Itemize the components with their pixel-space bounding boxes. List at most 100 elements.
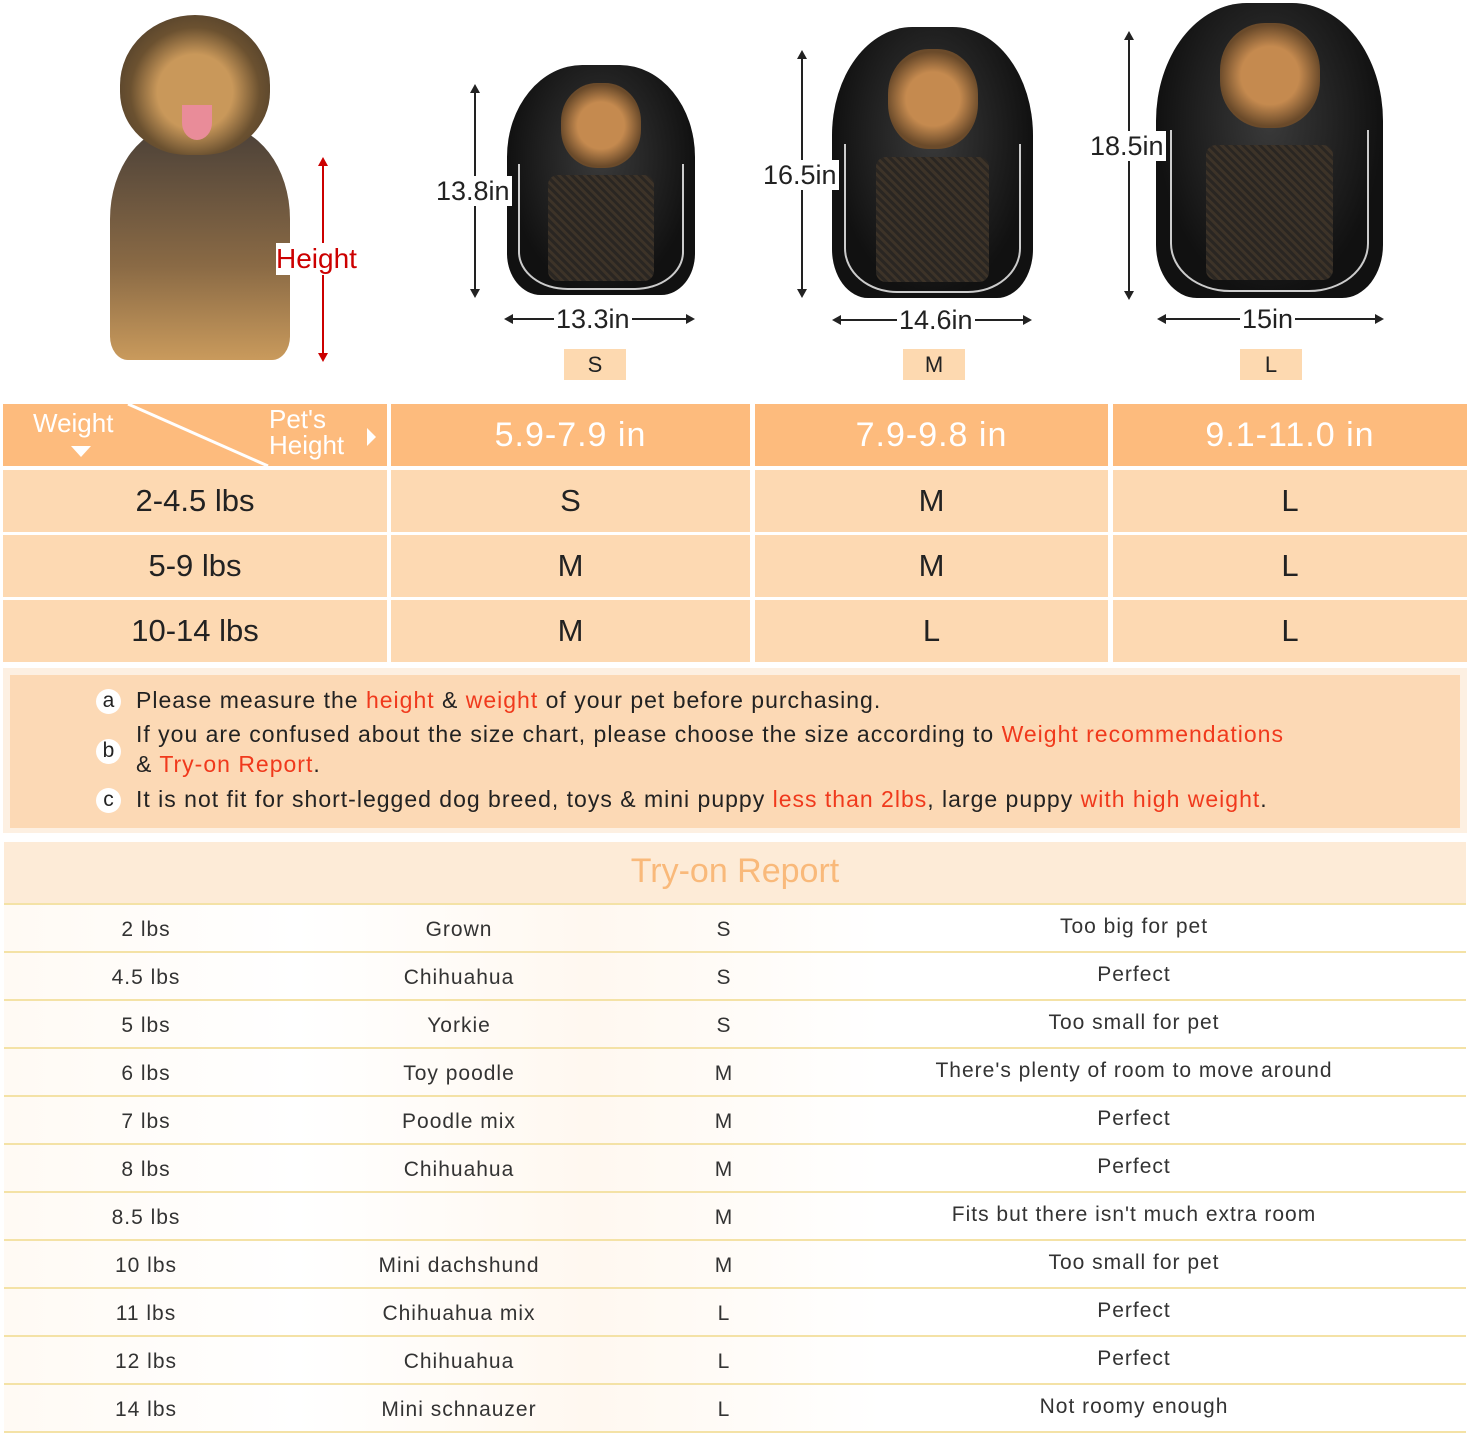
report-row: 2 lbs Grown S Too big for pet bbox=[4, 905, 1466, 953]
pet-weight: 7 lbs bbox=[121, 1110, 171, 1133]
weight-row-label: 10-14 lbs bbox=[3, 600, 387, 662]
backpack-m-photo bbox=[832, 27, 1033, 298]
size-cell: L bbox=[1113, 535, 1467, 597]
size-cell: M bbox=[755, 535, 1108, 597]
report-row: 6 lbs Toy poodle M There's plenty of room t… bbox=[4, 1049, 1466, 1097]
size-cell: S bbox=[391, 470, 750, 532]
notes-panel bbox=[10, 675, 1460, 828]
size: S bbox=[716, 966, 732, 989]
fit-result: Perfect bbox=[1097, 1347, 1171, 1370]
pet-weight: 6 lbs bbox=[121, 1062, 171, 1085]
divider bbox=[4, 903, 1466, 905]
pet-weight: 4.5 lbs bbox=[111, 966, 181, 989]
arrow-up-icon bbox=[797, 50, 807, 59]
pet-breed: Chihuahua mix bbox=[382, 1302, 536, 1325]
size: M bbox=[714, 1206, 734, 1229]
arrow-left-icon bbox=[832, 315, 841, 325]
height-dimension-line bbox=[1128, 37, 1130, 293]
pet-weight: 14 lbs bbox=[114, 1398, 178, 1421]
size-cell: M bbox=[755, 470, 1108, 532]
report-row: 7 lbs Poodle mix M Perfect bbox=[4, 1097, 1466, 1145]
note-b: If you are confused about the size chart… bbox=[136, 721, 1284, 777]
arrow-right-icon bbox=[686, 314, 695, 324]
width-dimension: 15in bbox=[1240, 304, 1296, 334]
size-cell: L bbox=[1113, 600, 1467, 662]
report-row: 12 lbs Chihuahua L Perfect bbox=[4, 1337, 1466, 1385]
pet-breed: Poodle mix bbox=[402, 1110, 516, 1133]
width-dimension: 13.3in bbox=[554, 304, 632, 334]
size: L bbox=[717, 1398, 731, 1421]
note-a: Please measure the height & weight of yo… bbox=[136, 687, 882, 713]
report-title: Try-on Report bbox=[4, 842, 1466, 904]
fit-result: Perfect bbox=[1097, 1155, 1171, 1178]
height-dimension: 18.5in bbox=[1088, 131, 1166, 161]
size: L bbox=[717, 1302, 731, 1325]
down-triangle-icon bbox=[71, 446, 91, 457]
pet-weight: 5 lbs bbox=[121, 1014, 171, 1037]
height-label: Height bbox=[276, 243, 357, 275]
weight-axis-label: Weight bbox=[33, 408, 114, 438]
report-row: 8 lbs Chihuahua M Perfect bbox=[4, 1145, 1466, 1193]
arrow-left-icon bbox=[1157, 314, 1166, 324]
size: M bbox=[714, 1110, 734, 1133]
pets-height-axis-label: Pet's Height bbox=[269, 404, 345, 460]
size-cell: L bbox=[755, 600, 1108, 662]
column-header: 5.9-7.9 in bbox=[391, 404, 750, 466]
note-c: It is not fit for short-legged dog breed… bbox=[136, 786, 1268, 812]
size: M bbox=[714, 1254, 734, 1277]
size-badge-m: M bbox=[903, 349, 965, 380]
note-marker: a bbox=[96, 689, 121, 714]
arrow-up-icon bbox=[1124, 31, 1134, 40]
fit-result: Not roomy enough bbox=[1039, 1395, 1229, 1418]
fit-result: Too small for pet bbox=[1048, 1011, 1220, 1034]
pet-weight: 11 lbs bbox=[115, 1302, 177, 1325]
pet-breed bbox=[304, 1193, 614, 1241]
arrow-down-icon bbox=[797, 289, 807, 298]
height-dimension: 13.8in bbox=[434, 176, 512, 206]
size: S bbox=[716, 918, 732, 941]
size: M bbox=[714, 1158, 734, 1181]
report-row: 11 lbs Chihuahua mix L Perfect bbox=[4, 1289, 1466, 1337]
size: L bbox=[717, 1350, 731, 1373]
height-dimension: 16.5in bbox=[761, 160, 839, 190]
pet-breed: Yorkie bbox=[427, 1014, 491, 1037]
table-corner-header: Weight Pet's Height bbox=[3, 404, 387, 466]
report-row: 14 lbs Mini schnauzer L Not roomy enough bbox=[4, 1385, 1466, 1433]
fit-result: There's plenty of room to move around bbox=[935, 1059, 1333, 1082]
pet-weight: 8 lbs bbox=[121, 1158, 171, 1181]
arrow-right-icon bbox=[1023, 315, 1032, 325]
fit-result: Too big for pet bbox=[1059, 915, 1209, 938]
fit-result: Perfect bbox=[1097, 1107, 1171, 1130]
report-row: 5 lbs Yorkie S Too small for pet bbox=[4, 1001, 1466, 1049]
fit-result: Perfect bbox=[1097, 963, 1171, 986]
fit-result: Perfect bbox=[1097, 1299, 1171, 1322]
arrow-right-icon bbox=[1375, 314, 1384, 324]
report-row: 10 lbs Mini dachshund M Too small for pet bbox=[4, 1241, 1466, 1289]
note-marker: c bbox=[96, 788, 121, 813]
backpack-l-photo bbox=[1156, 3, 1383, 298]
size-badge-s: S bbox=[564, 349, 626, 380]
pet-breed: Chihuahua bbox=[403, 1350, 515, 1373]
size: M bbox=[714, 1062, 734, 1085]
arrow-left-icon bbox=[504, 314, 513, 324]
width-dimension: 14.6in bbox=[897, 305, 975, 335]
weight-row-label: 2-4.5 lbs bbox=[3, 470, 387, 532]
size-cell: L bbox=[1113, 470, 1467, 532]
fit-result: Fits but there isn't much extra room bbox=[951, 1203, 1317, 1226]
arrow-down-icon bbox=[1124, 291, 1134, 300]
pet-weight: 10 lbs bbox=[114, 1254, 178, 1277]
report-row: 8.5 lbs M Fits but there isn't much extra … bbox=[4, 1193, 1466, 1241]
note-marker: b bbox=[96, 739, 121, 764]
size-cell: M bbox=[391, 600, 750, 662]
right-triangle-icon bbox=[367, 428, 376, 446]
backpack-s-photo bbox=[507, 65, 695, 295]
arrow-up-icon bbox=[470, 84, 480, 93]
pet-weight: 8.5 lbs bbox=[111, 1206, 181, 1229]
column-header: 7.9-9.8 in bbox=[755, 404, 1108, 466]
pet-breed: Grown bbox=[425, 918, 493, 941]
pet-breed: Mini dachshund bbox=[378, 1254, 540, 1277]
pet-breed: Chihuahua bbox=[403, 966, 515, 989]
dog-photo bbox=[100, 5, 300, 360]
weight-row-label: 5-9 lbs bbox=[3, 535, 387, 597]
arrow-down-icon bbox=[470, 289, 480, 298]
